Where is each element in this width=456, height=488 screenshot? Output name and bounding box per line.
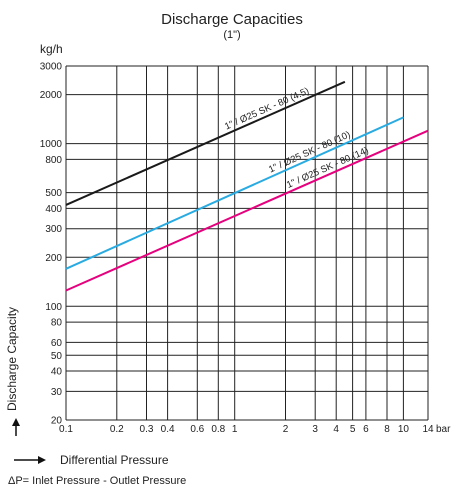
x-tick-label: 3	[312, 424, 318, 435]
x-unit-label: bar	[436, 424, 451, 435]
x-tick-label: 6	[363, 424, 369, 435]
series-label: 1" / Ø25 SK - 80 (4.5)	[223, 86, 311, 133]
y-tick-labels: 20 30 40 50 60 80 100 200 300 400 500 800 1000 2000 30…	[40, 62, 63, 427]
series-lines: 1" / Ø25 SK - 80 (4.5)1" / Ø25 SK - 80 (…	[65, 80, 429, 292]
y-arrow-icon	[12, 418, 20, 436]
y-tick-label: 200	[45, 253, 62, 264]
y-unit-label: kg/h	[40, 42, 63, 56]
chart-subtitle: (1")	[223, 29, 240, 41]
x-tick-label: 0.6	[190, 424, 204, 435]
x-tick-label: 5	[350, 424, 356, 435]
series-line	[65, 129, 429, 292]
y-tick-label: 50	[51, 351, 63, 362]
x-tick-label: 2	[283, 424, 289, 435]
x-tick-label: 8	[384, 424, 390, 435]
y-tick-label: 60	[51, 338, 63, 349]
x-tick-label: 4	[333, 424, 339, 435]
x-tick-labels: 0.1 0.2 0.3 0.4 0.6 0.8 1 2 3 4 5 6 8 10 14	[59, 424, 434, 435]
series-line	[65, 116, 404, 270]
pressure-note: ΔP= Inlet Pressure - Outlet Pressure	[8, 475, 186, 487]
y-tick-label: 1000	[40, 139, 63, 150]
x-tick-label: 0.8	[211, 424, 225, 435]
y-tick-label: 500	[45, 188, 62, 199]
y-tick-label: 300	[45, 224, 62, 235]
y-tick-label: 3000	[40, 62, 63, 73]
y-tick-label: 30	[51, 387, 63, 398]
x-axis-label: Differential Pressure	[60, 453, 169, 467]
x-tick-label: 0.1	[59, 424, 73, 435]
x-tick-label: 0.2	[110, 424, 124, 435]
x-tick-label: 0.3	[140, 424, 154, 435]
chart-title: Discharge Capacities	[161, 11, 303, 28]
y-tick-label: 2000	[40, 90, 63, 101]
y-tick-label: 800	[45, 155, 62, 166]
x-tick-label: 10	[398, 424, 410, 435]
y-tick-label: 80	[51, 318, 63, 329]
series-line	[65, 80, 346, 206]
y-axis-label: Discharge Capacity	[5, 307, 19, 411]
y-tick-label: 20	[51, 416, 63, 427]
x-tick-label: 1	[232, 424, 238, 435]
x-tick-label: 14	[422, 424, 434, 435]
grid	[65, 65, 429, 421]
y-tick-label: 100	[45, 302, 62, 313]
x-tick-label: 0.4	[161, 424, 175, 435]
y-tick-label: 40	[51, 367, 63, 378]
x-arrow-icon	[14, 456, 46, 464]
y-tick-label: 400	[45, 204, 62, 215]
